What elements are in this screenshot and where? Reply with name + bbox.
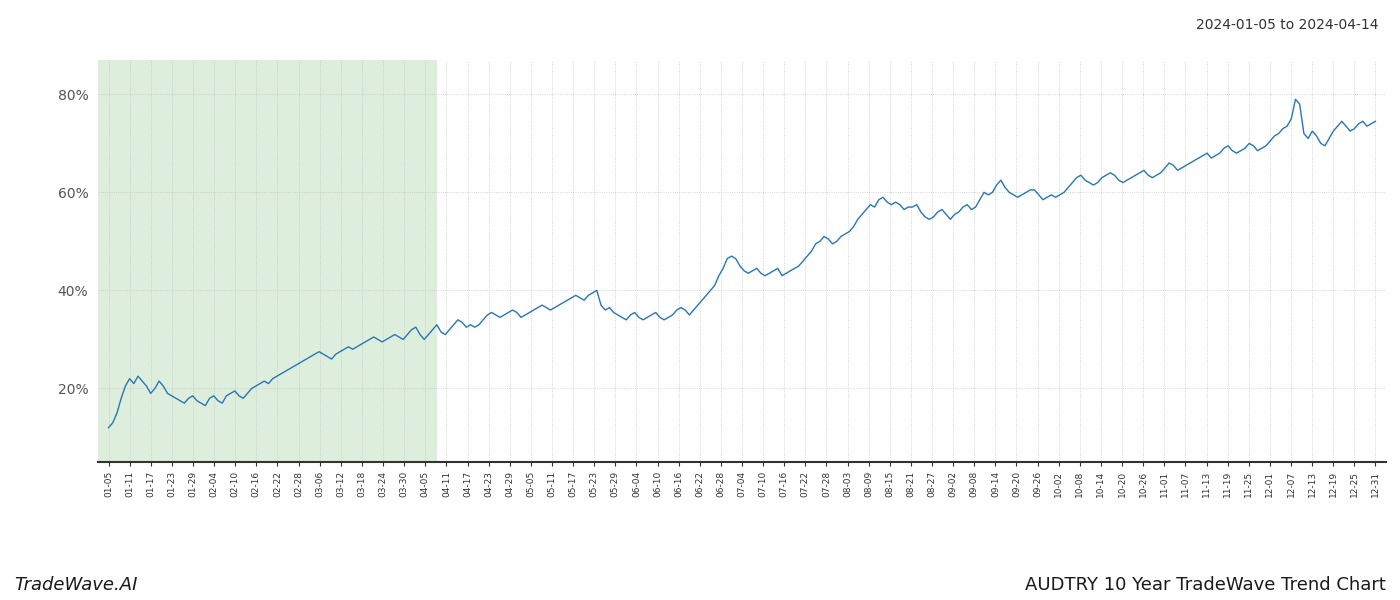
Text: 2024-01-05 to 2024-04-14: 2024-01-05 to 2024-04-14 bbox=[1197, 18, 1379, 32]
Bar bbox=[98, 60, 435, 462]
Text: AUDTRY 10 Year TradeWave Trend Chart: AUDTRY 10 Year TradeWave Trend Chart bbox=[1025, 576, 1386, 594]
Text: TradeWave.AI: TradeWave.AI bbox=[14, 576, 137, 594]
